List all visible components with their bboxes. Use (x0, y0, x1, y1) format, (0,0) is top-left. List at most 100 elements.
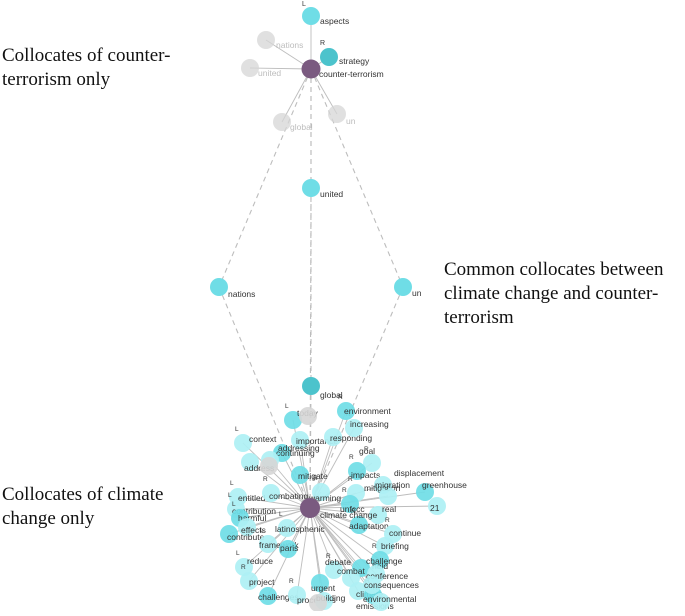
edge-ct-common-collocate-nations (218, 68, 312, 288)
cc-collocate-building-label: building (316, 593, 346, 603)
cc-collocate-warming-label: warming (308, 493, 341, 503)
ct-collocate-nations-label: nations (276, 40, 303, 50)
cc-collocate-consequences-node[interactable] (363, 576, 381, 594)
edge-cc-collocate-context (242, 442, 311, 509)
cc-collocate-increasing-label: increasing (350, 419, 389, 429)
cc-collocate-environmental-label: environmental (363, 594, 417, 604)
ct-collocate-global-node[interactable] (273, 113, 291, 131)
cc-collocate-debate-label: debate (325, 557, 351, 567)
ct-collocate-united-node[interactable] (241, 59, 259, 77)
cc-collocate-challenge-label: challenge (366, 556, 403, 566)
cc-collocate-held-node[interactable] (371, 551, 389, 569)
cc-collocate-entitled-tag: L (230, 480, 234, 487)
cc-collocate-framework-node[interactable] (259, 535, 277, 553)
cc-collocate-increasing-node[interactable] (345, 419, 363, 437)
cc-collocate-mitigation-tag: R (348, 476, 353, 483)
cc-collocate-importance-node[interactable] (291, 431, 309, 449)
cc-collocate-21-node[interactable] (428, 497, 446, 515)
cc-collocate-combat-node[interactable] (342, 569, 360, 587)
edge-cc-collocate-project (248, 507, 311, 582)
cc-collocate-context-node[interactable] (234, 434, 252, 452)
edge-cc-collocate-address (249, 461, 311, 509)
cc-collocate-goal-node[interactable] (363, 454, 381, 472)
cc-collocate-contribution-label: contribution (232, 506, 276, 516)
cc-collocate-held-label: held (372, 561, 388, 571)
cc-grey-node-2[interactable] (260, 457, 278, 475)
edge-ct-collocate-global (281, 68, 312, 123)
edge-cc-collocate-debate (309, 507, 335, 571)
common-collocate-nations-node[interactable] (210, 278, 228, 296)
cc-collocate-greenhouse-node[interactable] (416, 483, 434, 501)
common-collocate-global-node[interactable] (302, 377, 320, 395)
cc-collocate-challenges-node[interactable] (259, 587, 277, 605)
cc-collocate-adaptation-label: adaptation (349, 521, 389, 531)
edge-cc-collocate-processes (296, 507, 311, 596)
cc-collocate-combating-node[interactable] (262, 484, 280, 502)
hub-counter-terrorism-node[interactable] (301, 59, 321, 79)
cc-collocate-environment-node[interactable] (337, 402, 355, 420)
cc-collocate-context-label: context (249, 434, 277, 444)
ct-collocate-strategy-tag: R (320, 40, 325, 47)
cc-collocate-debate-tag: R (326, 553, 331, 560)
cc-collocate-address-label: address (244, 463, 274, 473)
annotation-counter-terrorism-only: Collocates of counter- terrorism only (2, 45, 171, 90)
ct-collocate-aspects-node[interactable] (302, 7, 320, 25)
ct-collocate-nations-node[interactable] (257, 31, 275, 49)
cc-collocate-debate-node[interactable] (325, 561, 343, 579)
cc-collocate-urgent-node[interactable] (311, 574, 329, 592)
cc-collocate-warming-node[interactable] (312, 483, 330, 501)
cc-collocate-greenhouse-label: greenhouse (422, 480, 467, 490)
cc-collocate-harmful-tag: L (232, 501, 236, 508)
cc-collocate-consequences-label: consequences (364, 580, 419, 590)
cc-collocate-impacts-node[interactable] (348, 462, 366, 480)
cc-collocate-real-node[interactable] (369, 506, 387, 524)
cc-collocate-unfccc-node[interactable] (341, 495, 359, 513)
cc-collocate-paris-node[interactable] (279, 540, 297, 558)
ct-collocate-un-node[interactable] (328, 105, 346, 123)
cc-collocate-combating-tag: R (263, 476, 268, 483)
cc-collocate-today-node[interactable] (284, 411, 302, 429)
cc-collocate-latinosphenic-tag: L (279, 511, 283, 518)
cc-collocate-reduce-node[interactable] (235, 558, 253, 576)
cc-collocate-project-node[interactable] (240, 572, 258, 590)
cc-collocate-harmful-label: harmful (238, 513, 266, 523)
cc-collocate-briefing-node[interactable] (376, 537, 394, 555)
cc-collocate-migration-node[interactable] (379, 487, 397, 505)
cc-collocate-unfccc-tag: R (342, 487, 347, 494)
ct-collocate-strategy-node[interactable] (320, 48, 338, 66)
ct-collocate-strategy-label: strategy (339, 56, 370, 66)
cc-grey-node-3[interactable] (309, 594, 327, 612)
cc-collocate-latinosphenic-node[interactable] (278, 519, 296, 537)
cc-collocate-warming-tag: R (313, 475, 318, 482)
cc-collocate-mitigate-node[interactable] (291, 466, 309, 484)
cc-collocate-responding-label: responding (330, 433, 372, 443)
cc-collocate-conference-label: conference (366, 571, 408, 581)
cc-collocate-continuing-label: continuing (276, 448, 315, 458)
cc-collocate-processes-node[interactable] (288, 586, 306, 604)
hub-climate-change-node[interactable] (300, 498, 320, 518)
edge-ct-common-collocate-un (310, 68, 404, 288)
ct-collocate-aspects-label: aspects (320, 16, 349, 26)
common-collocate-un-node[interactable] (394, 278, 412, 296)
cc-collocate-adaptation-node[interactable] (350, 516, 368, 534)
common-collocate-united-label: united (320, 189, 343, 199)
cc-collocate-effects-node[interactable] (238, 518, 256, 536)
cc-collocate-contribute-node[interactable] (220, 525, 238, 543)
cc-collocate-impacts-label: impacts (351, 470, 380, 480)
cc-collocate-real-label: real (382, 504, 396, 514)
cc-grey-node-1[interactable] (299, 407, 317, 425)
cc-collocate-urgent-label: urgent (311, 583, 336, 593)
cc-collocate-held-tag: R (372, 543, 377, 550)
cc-collocate-addressing-label: addressing (278, 443, 320, 453)
cc-collocate-responding-node[interactable] (324, 428, 342, 446)
cc-collocate-context-tag: L (235, 426, 239, 433)
cc-collocate-contribute-label: contribute (227, 532, 265, 542)
cc-collocate-reduce-label: reduce (247, 556, 273, 566)
cc-collocate-reduce-tag: L (236, 550, 240, 557)
common-collocate-united-node[interactable] (302, 179, 320, 197)
cc-collocate-framework-label: framework (259, 540, 299, 550)
cc-collocate-address-node[interactable] (241, 453, 259, 471)
cc-collocate-environmental-node[interactable] (372, 593, 390, 611)
cc-collocate-challenges-label: challenges (258, 592, 299, 602)
